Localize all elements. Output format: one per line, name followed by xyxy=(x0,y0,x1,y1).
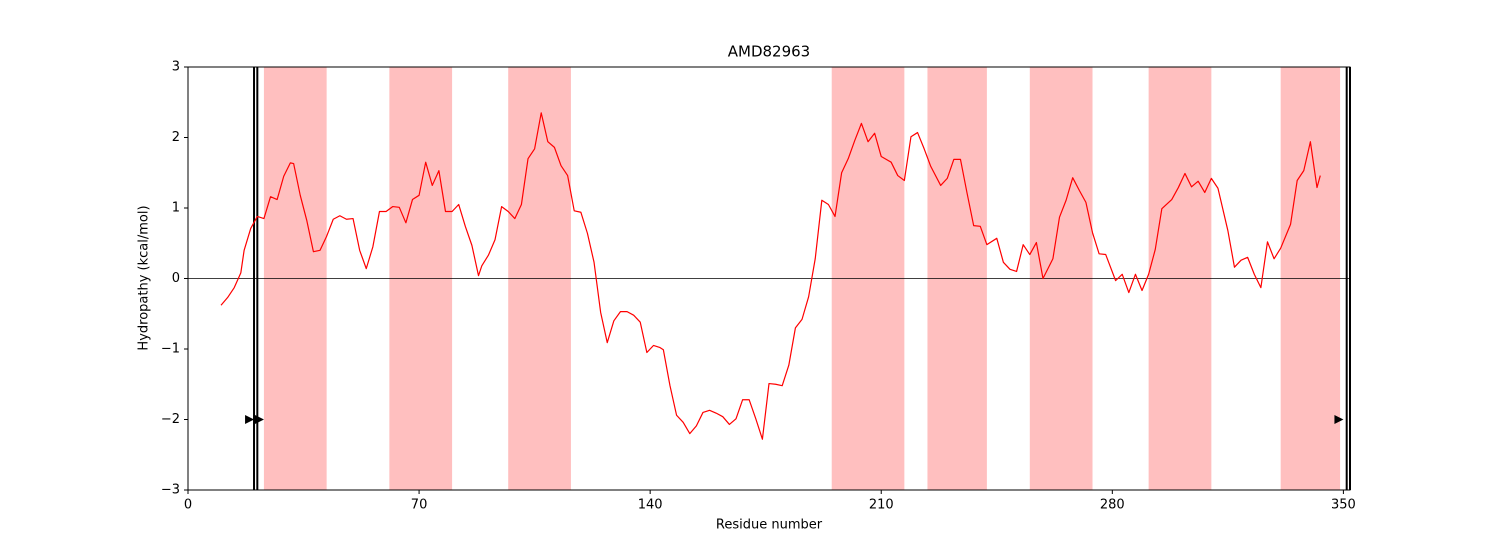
x-axis-label: Residue number xyxy=(716,518,823,533)
x-tick-label: 140 xyxy=(638,498,663,513)
y-tick-label: 0 xyxy=(172,271,180,286)
x-tick-label: 70 xyxy=(411,498,428,513)
x-tick-label: 350 xyxy=(1331,498,1356,513)
marker xyxy=(1334,415,1344,424)
hydropathy-line xyxy=(220,112,1321,440)
y-tick-label: −1 xyxy=(161,342,180,357)
y-tick-label: −2 xyxy=(161,412,180,427)
y-tick-label: 1 xyxy=(172,201,180,216)
marker xyxy=(245,415,255,424)
y-tick-label: 2 xyxy=(172,130,180,145)
x-tick-label: 280 xyxy=(1100,498,1125,513)
marker xyxy=(254,415,264,424)
y-axis-label: Hydropathy (kcal/mol) xyxy=(137,205,152,350)
chart-title: AMD82963 xyxy=(728,43,810,61)
x-tick-label: 0 xyxy=(184,498,192,513)
y-tick-label: 3 xyxy=(172,60,180,75)
y-tick-label: −3 xyxy=(161,483,180,498)
x-tick-label: 210 xyxy=(869,498,894,513)
